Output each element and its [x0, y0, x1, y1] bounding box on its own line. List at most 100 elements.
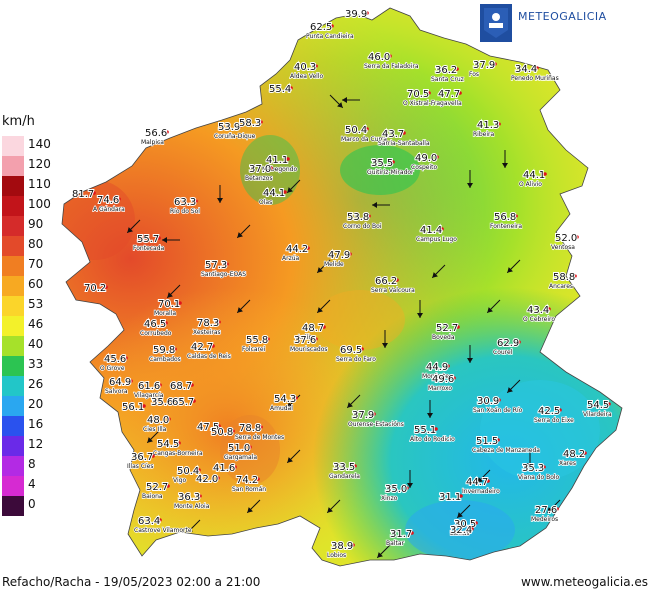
station-marker[interactable]: 70.5O Xistral-Fragavella [402, 88, 463, 108]
station-marker[interactable]: 70.2 [83, 282, 108, 295]
station-name: O Alivio [519, 181, 542, 188]
station-value: 52.0 [555, 233, 577, 244]
meteogalicia-logo[interactable]: METEOGALICIA [478, 4, 618, 42]
station-marker[interactable]: 32.4 [449, 524, 474, 537]
station-marker[interactable]: 42.0 [195, 473, 220, 486]
station-dot [543, 172, 547, 176]
station-marker[interactable]: 41.6 [212, 462, 237, 475]
station-marker[interactable]: 43.4O Cebreiro [522, 304, 556, 324]
station-value: 69.5 [340, 345, 362, 356]
station-dot [158, 518, 162, 522]
station-marker[interactable]: 44.1O Alivio [518, 169, 547, 189]
station-marker[interactable]: 45.6O Grove [99, 353, 128, 373]
station-marker[interactable]: 55.4 [268, 83, 293, 96]
station-marker[interactable]: 65.7 [171, 396, 196, 409]
station-marker[interactable]: 74.6A Gándara [92, 194, 126, 214]
station-value: 35.6 [151, 397, 173, 408]
footer-website-link[interactable]: www.meteogalicia.es [520, 575, 648, 589]
station-marker[interactable]: 47.5 [196, 421, 221, 434]
wind-arrow-head [467, 358, 473, 363]
station-dot [164, 321, 168, 325]
station-marker[interactable]: 35.6 [150, 396, 175, 409]
station-marker[interactable]: 31.1 [438, 491, 463, 504]
station-marker[interactable]: 56.1 [121, 401, 146, 414]
wind-arrow-head [127, 227, 133, 233]
station-name: Cangas-Borneira [153, 450, 203, 457]
station-marker[interactable]: 81.7 [71, 188, 96, 201]
station-marker[interactable]: 47.7 [437, 88, 462, 101]
station-marker[interactable]: 58.3 [238, 117, 263, 130]
station-marker[interactable]: 68.7 [169, 380, 194, 393]
station-marker[interactable]: 39.9 [344, 8, 369, 21]
station-marker[interactable]: 50.8 [210, 426, 235, 439]
